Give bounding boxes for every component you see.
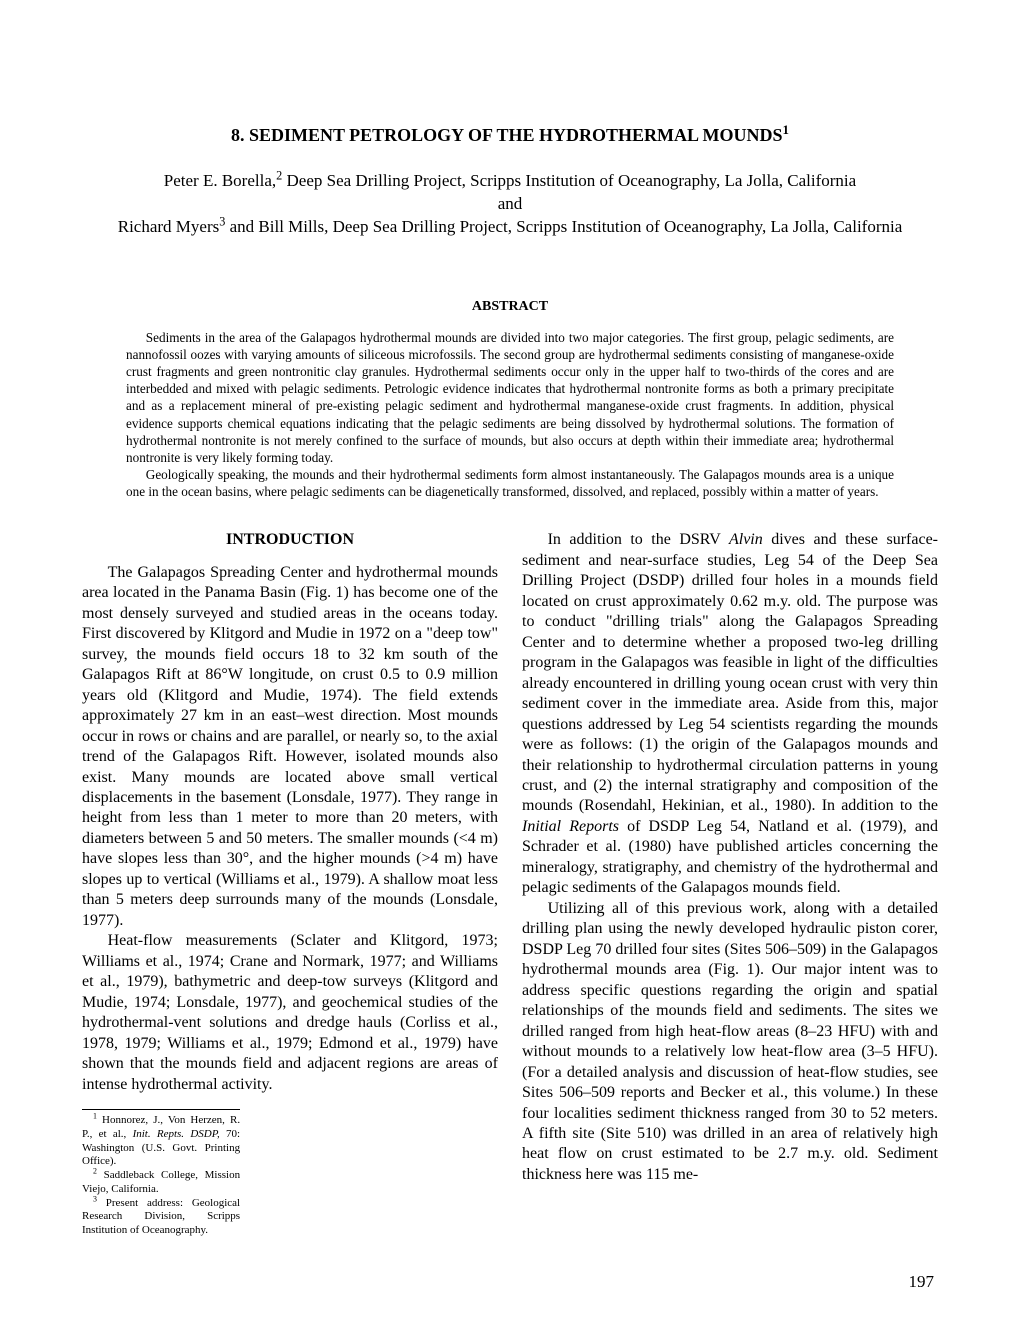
italic-ship-name: Alvin [729, 531, 763, 548]
body-paragraph: Heat-flow measurements (Sclater and Klit… [82, 931, 498, 1095]
chapter-title: 8. SEDIMENT PETROLOGY OF THE HYDROTHERMA… [82, 125, 938, 146]
body-text: In addition to the DSRV [548, 531, 729, 548]
author-line-2-post: and Bill Mills, Deep Sea Drilling Projec… [225, 217, 902, 236]
title-footnote-ref: 1 [783, 122, 789, 137]
author-block: Peter E. Borella,2 Deep Sea Drilling Pro… [82, 170, 938, 239]
footnote-text: Present address: Geological Research Div… [82, 1197, 240, 1237]
section-heading-introduction: INTRODUCTION [82, 530, 498, 550]
footnote-emph: Init. Repts. DSDP, [133, 1128, 220, 1140]
abstract-paragraph: Sediments in the area of the Galapagos h… [126, 329, 894, 466]
author-line-1-pre: Peter E. Borella, [164, 171, 276, 190]
abstract-paragraph: Geologically speaking, the mounds and th… [126, 466, 894, 500]
body-columns: INTRODUCTION The Galapagos Spreading Cen… [82, 530, 938, 1237]
abstract-heading: ABSTRACT [82, 299, 938, 315]
author-and: and [82, 193, 938, 216]
footnote: 2 Saddleback College, Mission Viejo, Cal… [82, 1169, 240, 1197]
body-paragraph: In addition to the DSRV Alvin dives and … [522, 530, 938, 898]
footnote: 1 Honnorez, J., Von Herzen, R. P., et al… [82, 1114, 240, 1169]
author-line-1-post: Deep Sea Drilling Project, Scripps Insti… [282, 171, 856, 190]
footnote-text: Saddleback College, Mission Viejo, Calif… [82, 1169, 240, 1195]
page-number: 197 [82, 1272, 938, 1292]
footnotes-block: 1 Honnorez, J., Von Herzen, R. P., et al… [82, 1109, 240, 1238]
body-paragraph: Utilizing all of this previous work, alo… [522, 899, 938, 1186]
abstract-body: Sediments in the area of the Galapagos h… [126, 329, 894, 501]
italic-title: Initial Reports [522, 818, 619, 835]
footnote: 3 Present address: Geological Research D… [82, 1197, 240, 1238]
author-line-2-pre: Richard Myers [118, 217, 220, 236]
body-paragraph: The Galapagos Spreading Center and hydro… [82, 563, 498, 931]
body-text: dives and these surface-sediment and nea… [522, 531, 938, 814]
title-text: 8. SEDIMENT PETROLOGY OF THE HYDROTHERMA… [231, 125, 783, 145]
